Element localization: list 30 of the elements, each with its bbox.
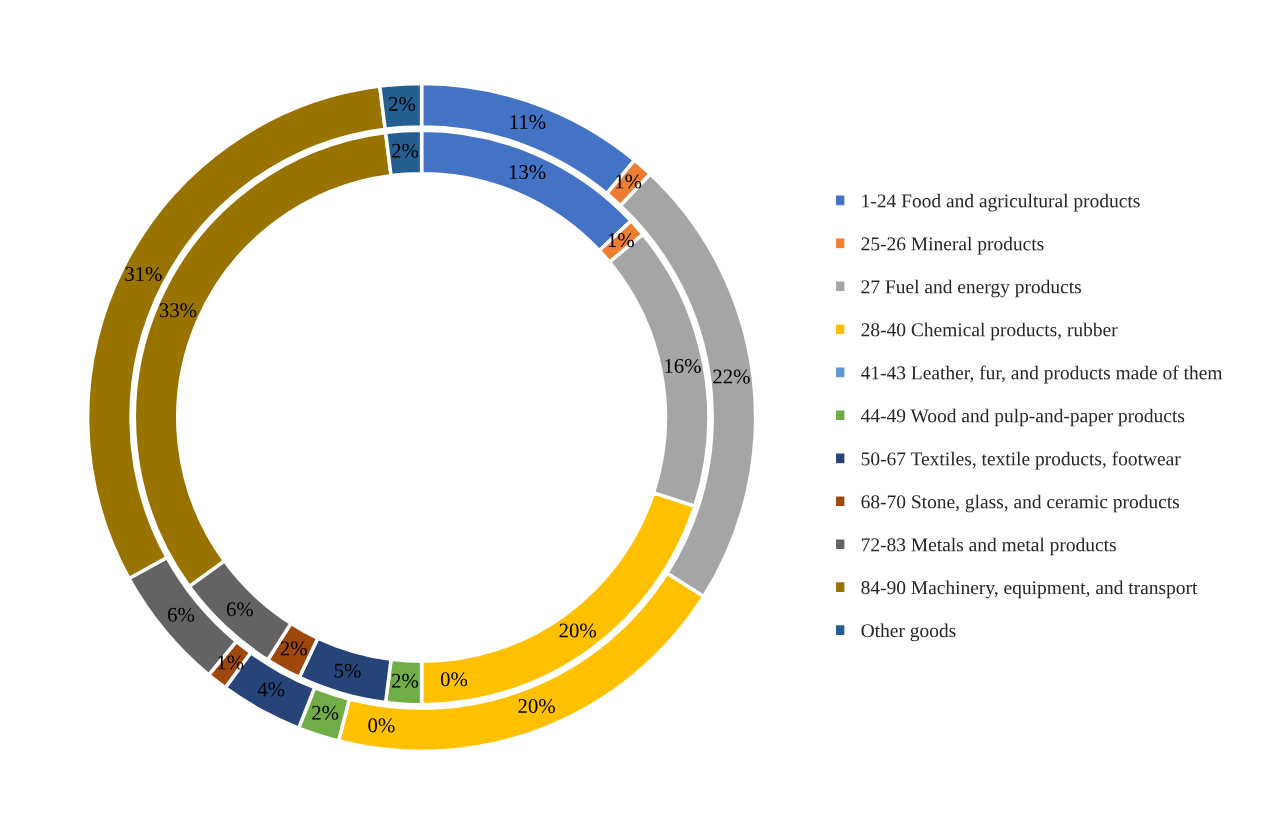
legend-label: Other goods [861,623,956,642]
data-label: 2% [389,96,416,112]
data-label: 11% [510,114,546,129]
data-label: 6% [168,607,195,622]
legend-label: 72-83 Metals and metal products [861,537,1116,556]
legend-label: 1-24 Food and agricultural products [862,193,1140,212]
legend-label: 41-43 Leather, fur, and products made of them [861,365,1223,384]
legend-label: 84-90 Machinery, equipment, and transport [861,580,1198,599]
legend-label: 28-40 Chemical products, rubber [861,322,1118,341]
legend-label: 44-49 Wood and pulp-and-paper products [861,408,1185,427]
data-label: 5% [334,663,361,678]
data-label: 2% [391,143,419,158]
legend-label: 50-67 Textiles, textile products, footwear [861,451,1181,470]
data-label: 2% [312,705,339,720]
legend-label: 25-26 Mineral products [861,236,1044,255]
legend-label: 27 Fuel and energy products [861,279,1081,298]
data-label: 20% [518,699,555,714]
data-label: 31% [125,266,162,282]
data-label: 2% [280,641,307,656]
text: 0% [368,718,395,733]
data-label: 33% [159,303,197,318]
data-label: 2% [391,673,419,688]
data-label: 13% [509,164,546,180]
data-label: 4% [257,682,285,697]
data-label: 16% [665,358,701,374]
data-label: 22% [713,369,750,384]
data-label: 20% [559,623,597,638]
data-label: 6% [226,602,254,617]
text: 0% [440,672,468,687]
legend-label: 68-70 Stone, glass, and ceramic products [861,494,1180,513]
